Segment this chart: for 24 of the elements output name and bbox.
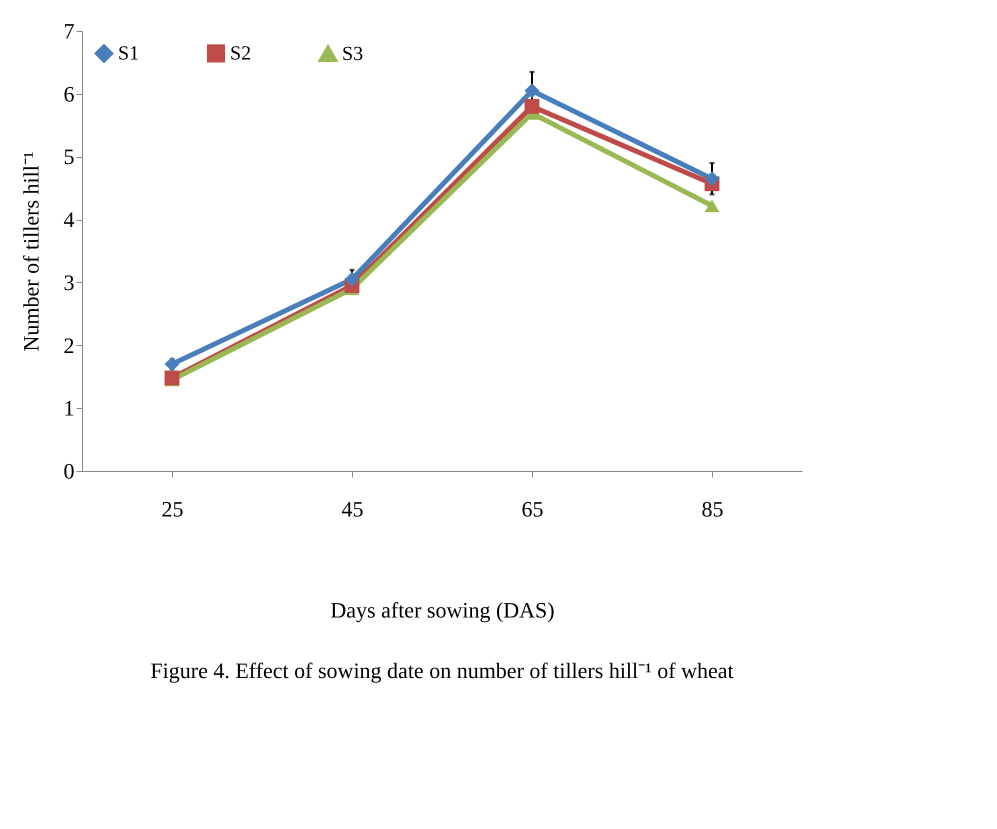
x-tick-label: 65	[522, 496, 544, 522]
point	[344, 272, 360, 287]
x-tick-label: 45	[342, 496, 364, 522]
legend-label: S2	[230, 42, 252, 64]
point	[704, 171, 720, 186]
x-tick-label: 85	[702, 496, 724, 522]
y-tick-label: 0	[64, 458, 74, 484]
legend-label: S3	[342, 42, 364, 65]
x-axis-title: Days after sowing (DAS)	[330, 598, 555, 622]
y-tick-label: 7	[64, 18, 74, 44]
caption: Figure 4. Effect of sowing date on number of tillers hill⁻¹ of wheat	[150, 658, 734, 683]
y-tick-label: 3	[64, 270, 74, 295]
point	[524, 99, 540, 114]
y-tick-label: 6	[64, 81, 74, 106]
y-tick-label: 4	[64, 207, 74, 232]
y-axis-title: Number of tillers hill⁻¹	[18, 152, 44, 352]
point	[164, 356, 180, 372]
point	[704, 199, 720, 212]
y-tick-label: 5	[64, 144, 74, 170]
legend-label: S1	[118, 42, 140, 64]
y-tick-label: 2	[64, 332, 74, 358]
x-tick-label: 25	[162, 496, 184, 522]
point	[524, 83, 540, 98]
y-tick-label: 1	[64, 396, 74, 421]
